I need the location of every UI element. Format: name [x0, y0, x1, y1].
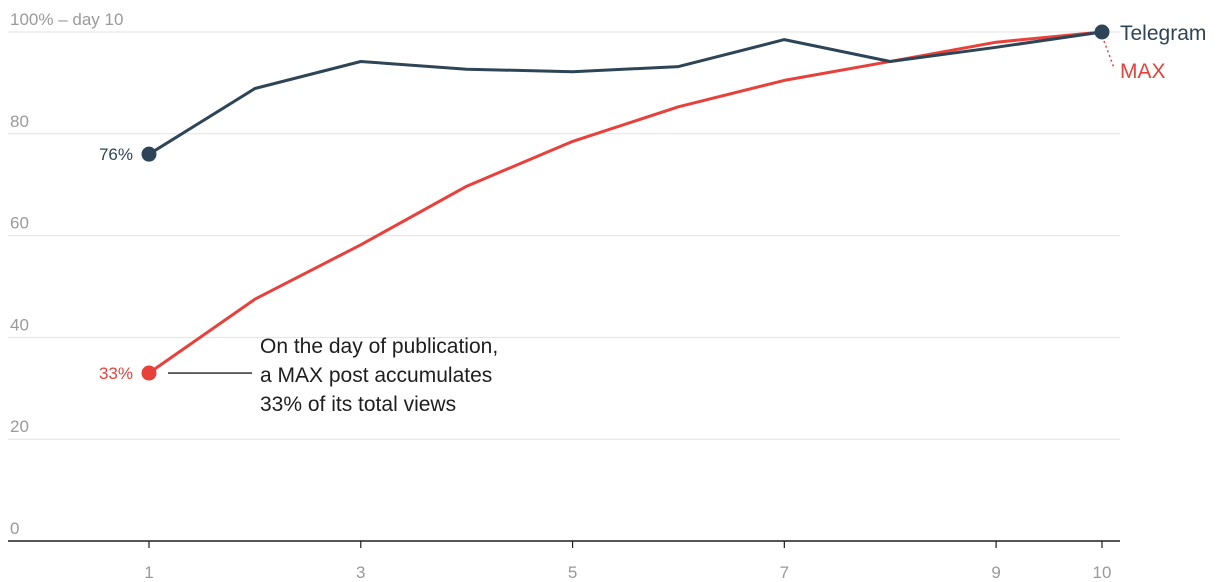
max-label-leader	[1103, 40, 1115, 69]
max-series-label: MAX	[1120, 60, 1166, 83]
max-start-label: 33%	[99, 364, 133, 383]
annotation-line-3: 33% of its total views	[260, 393, 456, 416]
telegram-end-point	[1094, 24, 1110, 40]
series-layer: 76% 33% Telegram MAX	[99, 22, 1206, 383]
max-start-point	[141, 365, 157, 381]
y-tick-label-40: 40	[10, 315, 29, 334]
annotation-line-2: a MAX post accumulates	[260, 364, 492, 387]
x-tick-label-7: 7	[780, 563, 789, 582]
telegram-start-label: 76%	[99, 145, 133, 164]
telegram-series-label: Telegram	[1120, 22, 1206, 45]
annotation-line-1: On the day of publication,	[260, 335, 498, 358]
grid-layer	[8, 31, 1120, 440]
x-tick-label-3: 3	[356, 563, 365, 582]
telegram-line	[147, 30, 1104, 156]
x-tick-label-9: 9	[991, 563, 1000, 582]
y-tick-label-0: 0	[10, 519, 19, 538]
y-tick-label-60: 60	[10, 214, 29, 233]
telegram-start-point	[141, 146, 157, 162]
max-line	[147, 30, 1104, 375]
y-tick-label-80: 80	[10, 112, 29, 131]
y-tick-label-20: 20	[10, 417, 29, 436]
y-tick-label-100: 100% – day 10	[10, 10, 123, 29]
x-tick-label-5: 5	[568, 563, 577, 582]
x-tick-label-1: 1	[144, 563, 153, 582]
axis-layer: 100% – day 10 80 60 40 20 0 1 3 5 7 9 10	[8, 10, 1120, 582]
x-tick-label-10: 10	[1093, 563, 1112, 582]
annotation-layer: On the day of publication, a MAX post acc…	[168, 335, 498, 416]
